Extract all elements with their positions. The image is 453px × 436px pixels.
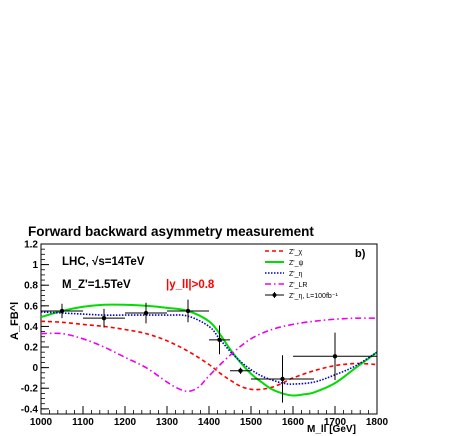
- plot-frame: [40, 243, 378, 415]
- y-tick-label: 1.2: [24, 240, 38, 251]
- y-tick-label: 0: [32, 363, 38, 374]
- legend-swatch-marker: [272, 293, 277, 297]
- legend-label: Z'_η: [289, 271, 303, 278]
- data-point: [280, 376, 285, 382]
- y-tick-label: 0.6: [24, 301, 38, 312]
- axes: -0.4 -0.2 0 0.2 0.4 0.6 0.8 1 1.2 1000 1100 1200 130…: [21, 240, 389, 429]
- chart-title: Forward backward asymmetry measurement: [28, 224, 314, 239]
- data-point: [59, 308, 65, 314]
- x-tick-label: 1700: [324, 417, 347, 428]
- y-axis-label: A_FB^l: [9, 302, 21, 340]
- x-axis-label: M_ll [GeV]: [307, 424, 356, 435]
- annotation-mass: M_Z'=1.5TeV: [62, 279, 131, 291]
- data-point: [185, 308, 191, 314]
- legend: Z'_χ Z'_ψ Z'_η Z'_LR Z'_η, L=100fb⁻¹: [265, 249, 338, 300]
- x-tick-label: 1400: [198, 417, 221, 428]
- legend-label: Z'_LR: [289, 282, 307, 289]
- x-tick-label: 1100: [72, 417, 94, 428]
- panel-label: b): [355, 248, 366, 260]
- legend-label: Z'_χ: [289, 249, 303, 256]
- y-tick-label: 0.8: [24, 281, 38, 292]
- y-tick-label: 0.4: [24, 322, 38, 333]
- data-point: [332, 354, 338, 359]
- y-tick-label: -0.2: [21, 384, 39, 395]
- data-point: [238, 368, 243, 373]
- series-line-3: [40, 317, 378, 393]
- series-line-2: [40, 311, 378, 385]
- y-tick-label: 1: [32, 260, 38, 271]
- data-points: [41, 299, 377, 403]
- data-point: [143, 310, 149, 316]
- x-tick-label: 1800: [366, 417, 389, 428]
- x-tick-label: 1500: [240, 417, 263, 428]
- x-tick-label: 1600: [282, 417, 305, 428]
- legend-label: Z'_η, L=100fb⁻¹: [289, 293, 338, 300]
- series-line-0: [40, 320, 378, 391]
- x-tick-label: 1000: [30, 417, 53, 428]
- y-tick-label: -0.4: [21, 404, 39, 415]
- x-tick-label: 1200: [114, 417, 137, 428]
- curves: [40, 303, 378, 397]
- legend-label: Z'_ψ: [289, 260, 304, 267]
- x-tick-label: 1300: [156, 417, 179, 428]
- annotation-cut: |y_ll|>0.8: [166, 279, 215, 291]
- annotation-lhc: LHC, √s=14TeV: [62, 255, 145, 268]
- data-point: [217, 337, 222, 343]
- y-tick-label: 0.2: [24, 343, 38, 354]
- data-point: [101, 315, 107, 321]
